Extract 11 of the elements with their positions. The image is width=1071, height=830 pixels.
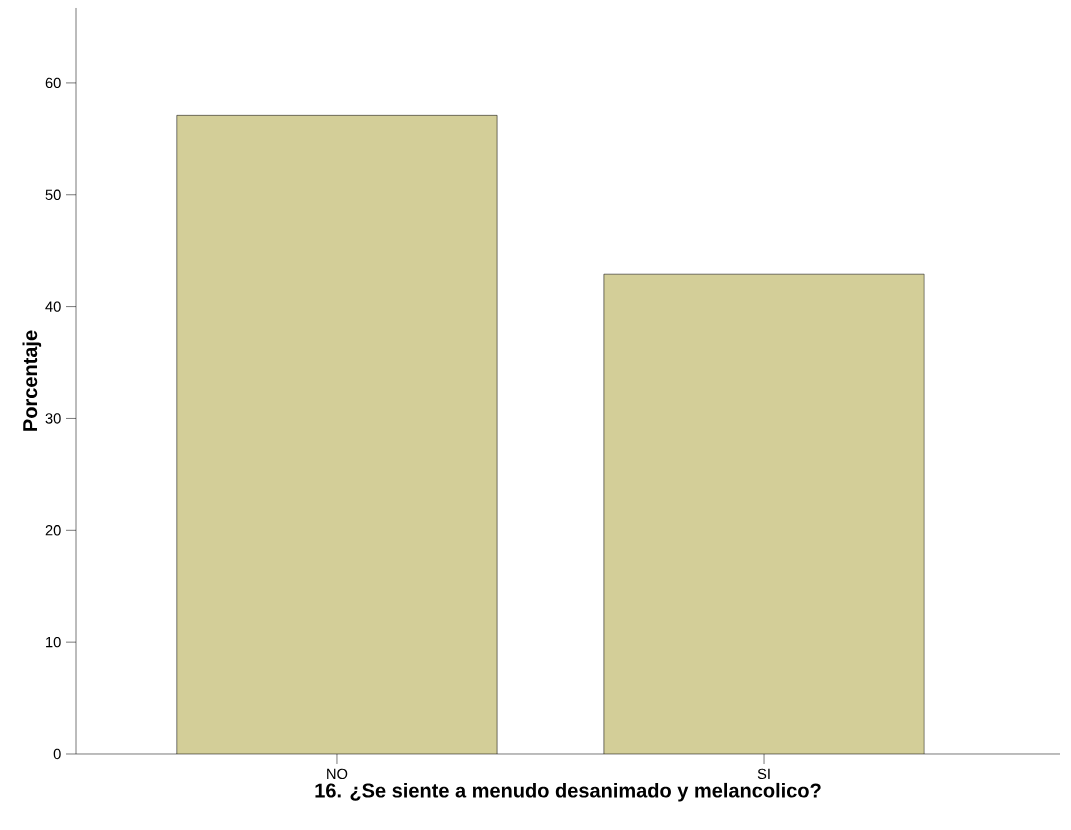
y-tick-label: 20 (45, 525, 61, 536)
y-tick-label: 40 (45, 301, 61, 312)
x-tick-label: SI (757, 768, 770, 780)
x-tick-label: NO (327, 768, 348, 780)
y-axis-title: Porcentaje (22, 330, 42, 431)
x-axis-title: 16. ¿Se siente a menudo desanimado y melancolico? (315, 782, 821, 802)
y-tick-label: 30 (45, 413, 61, 424)
y-tick-label: 10 (46, 636, 61, 648)
y-tick-label: 60 (45, 77, 61, 89)
y-tick-label: 0 (53, 748, 61, 760)
y-tick-label: 50 (45, 189, 61, 200)
